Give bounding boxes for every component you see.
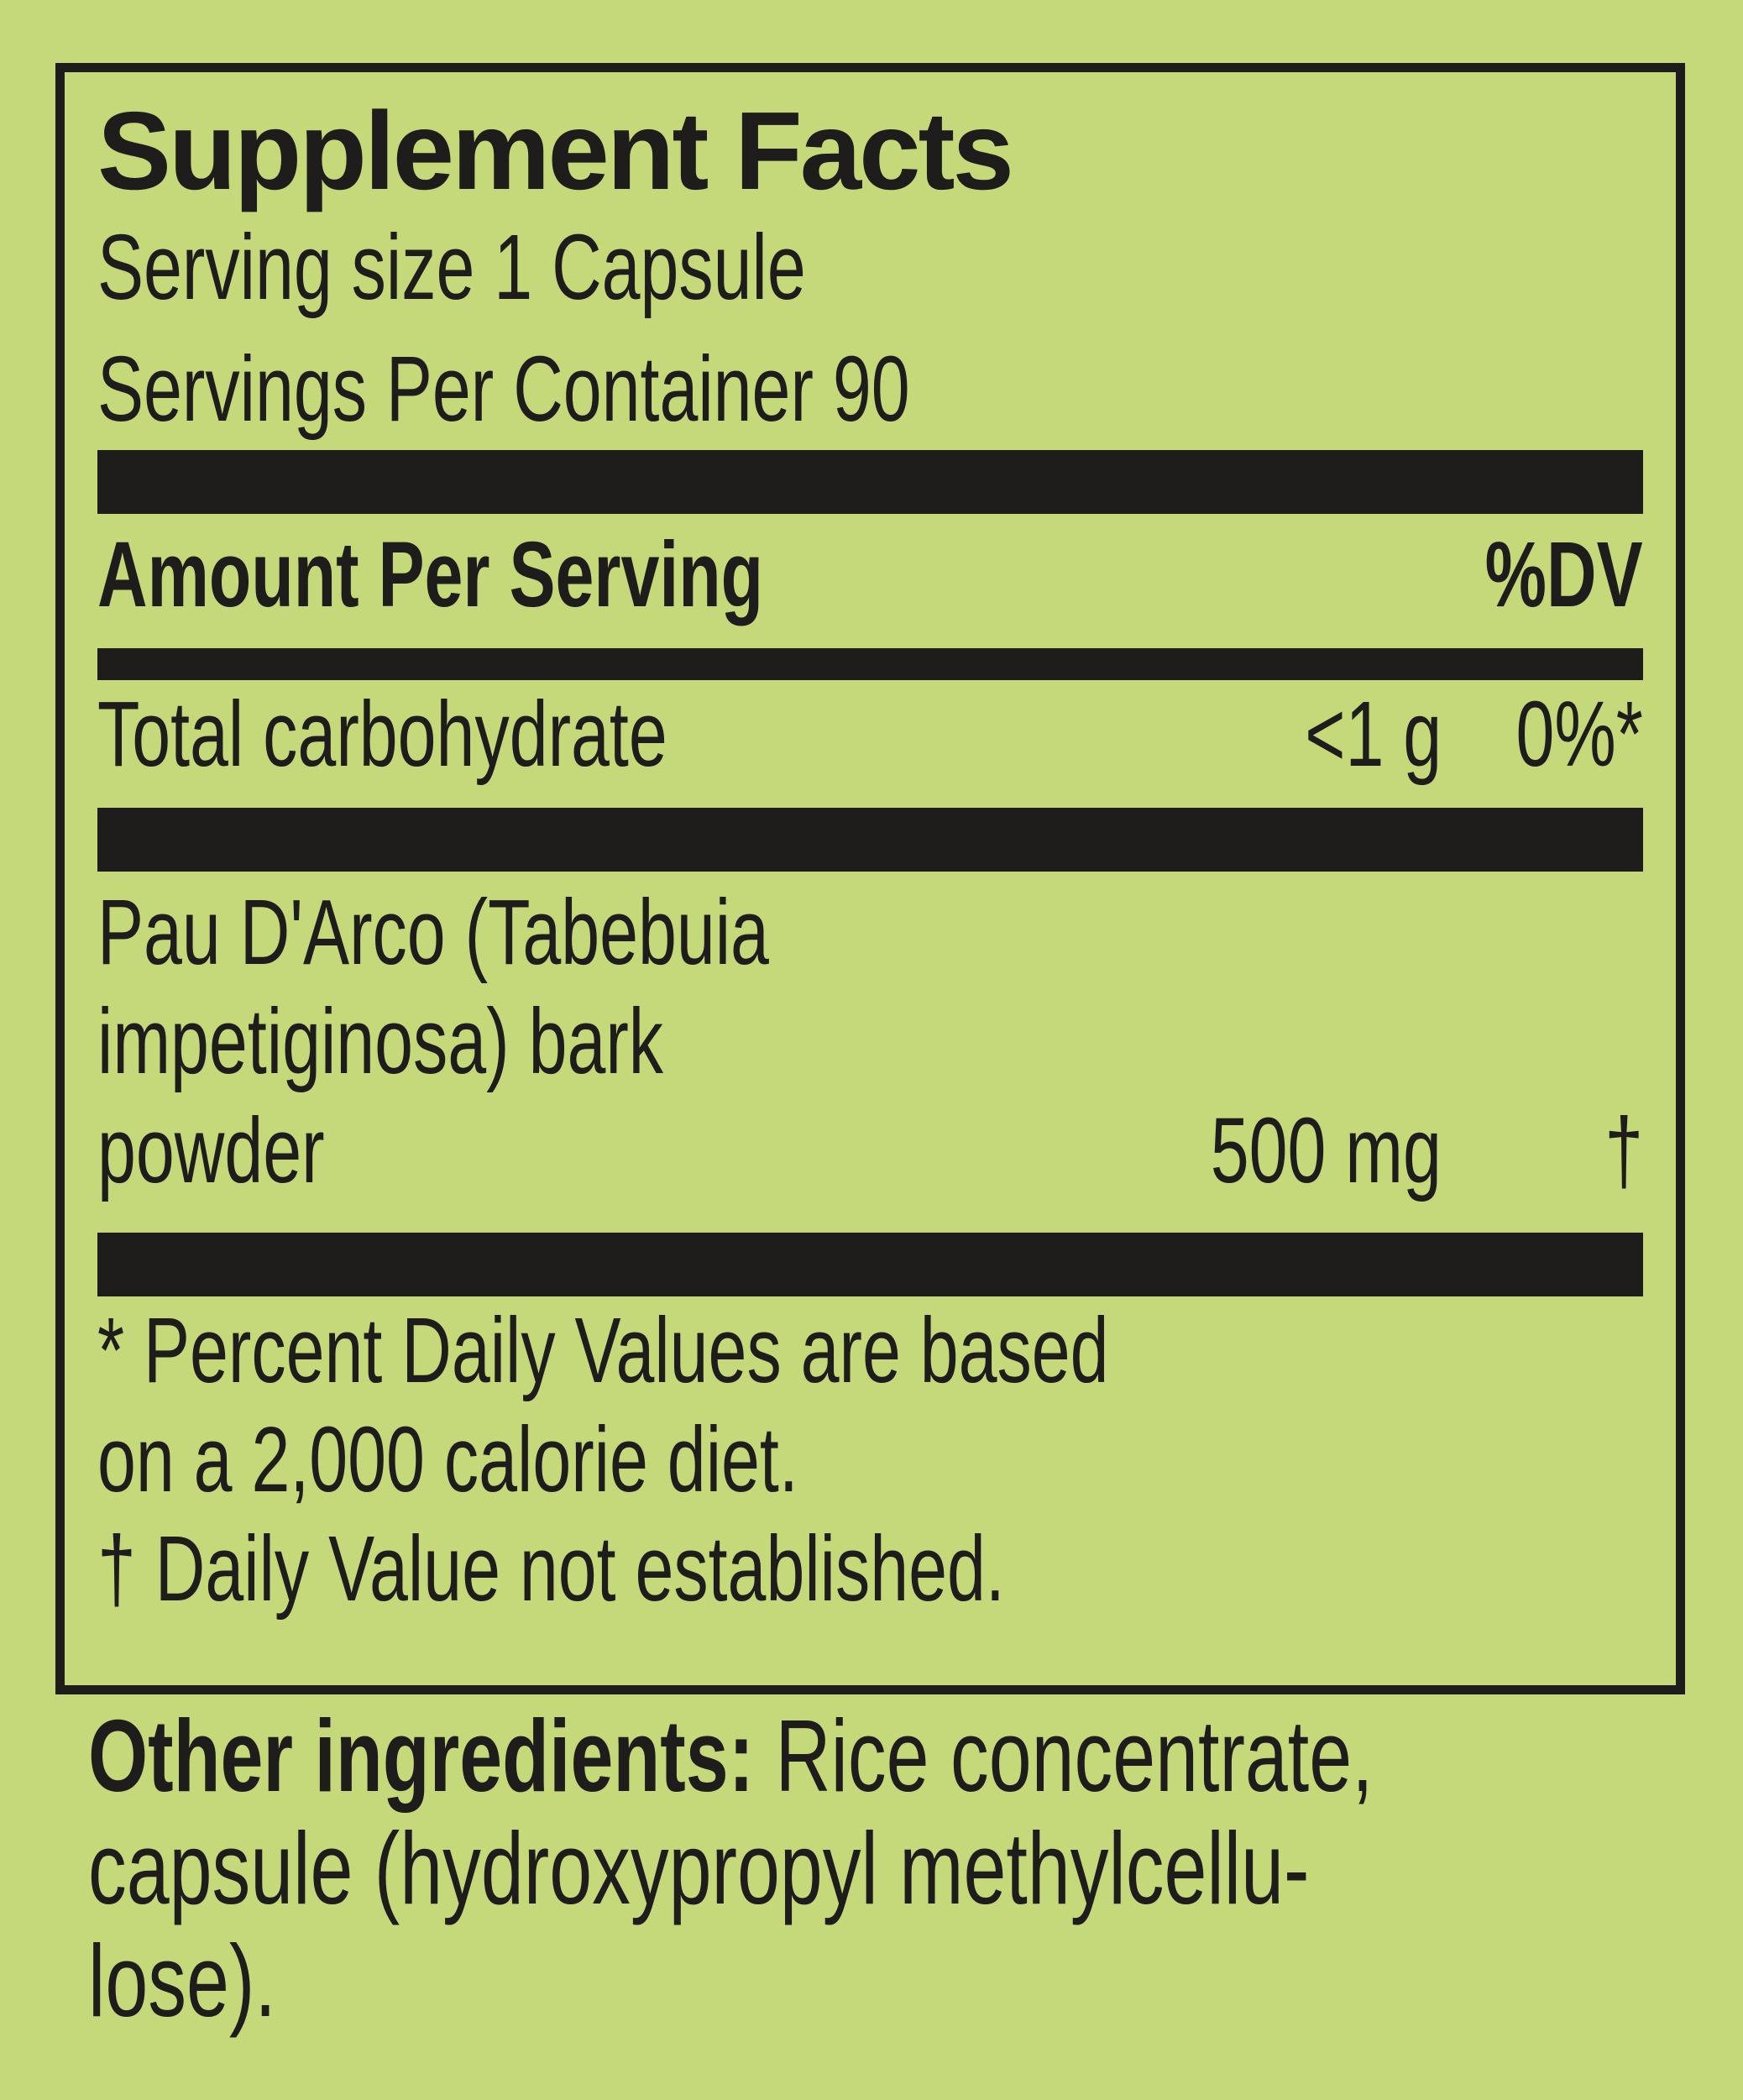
ingredient-block: Pau D'Arco (Tabebuia impetiginosa) bark … [97,878,1643,1206]
footnotes-block: * Percent Daily Values are based on a 2,… [97,1296,1643,1624]
dv-header: %DV [1485,523,1643,626]
other-ingredients-text-2: capsule (hydroxypropyl methylcellu- [88,1811,1310,1925]
divider-bar-under-header [97,648,1643,680]
ingredient-name-line-1: Pau D'Arco (Tabebuia [97,878,1643,987]
footnote-text-1: * Percent Daily Values are based [97,1299,1109,1402]
nutrient-name: Total carbohydrate [97,683,667,786]
other-ingredients-section: Other ingredients: Rice concentrate, cap… [88,1699,1734,2037]
other-ingredients-label: Other ingredients: [88,1699,755,1813]
nutrient-row-total-carbohydrate: Total carbohydrate <1 g 0%* [97,680,1643,789]
divider-bar-top [97,450,1643,514]
ingredient-name-text-2: impetiginosa) bark [97,990,664,1093]
nutrient-dv: 0%* [1515,683,1643,786]
supplement-facts-panel: Supplement Facts Serving size 1 Capsule … [55,63,1685,1694]
footnote-line-2: on a 2,000 calorie diet. [97,1406,1643,1515]
other-ingredients-text-1: Rice concentrate, [754,1699,1374,1813]
divider-bar-under-ingredient [97,1233,1643,1296]
footnote-text-2: on a 2,000 calorie diet. [97,1408,798,1511]
column-header-row: Amount Per Serving %DV [97,521,1643,630]
supplement-facts-title: Supplement Facts [97,89,1014,212]
other-ingredients-line-2: capsule (hydroxypropyl methylcellu- [88,1812,1734,1925]
serving-size-text: Serving size 1 Capsule [97,216,806,319]
footnote-line-1: * Percent Daily Values are based [97,1296,1643,1406]
servings-per-container-text: Servings Per Container 90 [97,338,910,441]
other-ingredients-text-3: lose). [88,1924,276,2038]
ingredient-name-text-1: Pau D'Arco (Tabebuia [97,881,769,984]
divider-bar-under-carbohydrate [97,808,1643,872]
serving-size-line: Serving size 1 Capsule [97,207,1643,328]
ingredient-name-line-3: powder [97,1099,325,1202]
ingredient-amount: 500 mg [1210,1099,1442,1202]
ingredient-name-line-2: impetiginosa) bark [97,987,1643,1097]
footnote-line-3: † Daily Value not established. [97,1515,1643,1624]
other-ingredients-line-1: Other ingredients: Rice concentrate, [88,1699,1734,1812]
other-ingredients-line-3: lose). [88,1925,1734,2037]
nutrient-amount: <1 g [1305,683,1442,786]
amount-per-serving-header: Amount Per Serving [97,523,764,626]
ingredient-amount-row: powder 500 mg † [97,1097,1643,1206]
footnote-text-3: † Daily Value not established. [97,1517,1005,1621]
dagger-symbol: † [1604,1099,1643,1202]
servings-per-container-line: Servings Per Container 90 [97,328,1643,450]
